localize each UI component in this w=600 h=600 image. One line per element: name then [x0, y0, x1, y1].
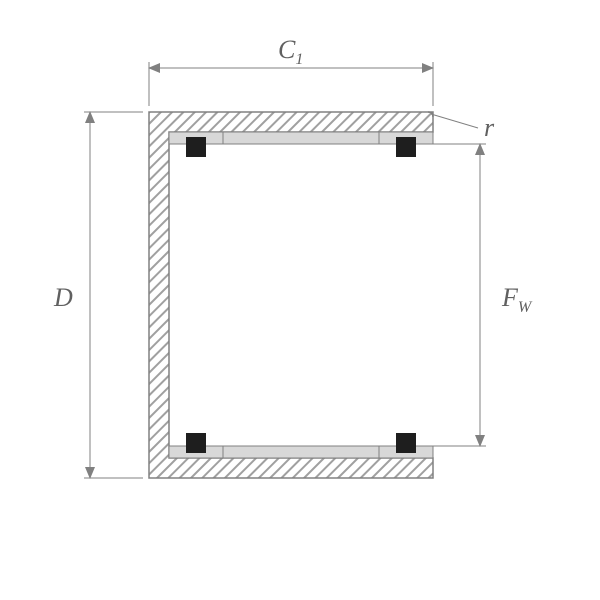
label-C1: C1 — [278, 35, 303, 68]
cross-section — [149, 112, 433, 478]
roller-bl — [186, 433, 206, 453]
labels: C1 D FW r — [53, 35, 533, 316]
dim-r-leader — [431, 114, 478, 128]
label-r: r — [484, 113, 495, 142]
bearing-diagram: C1 D FW r — [0, 0, 600, 600]
label-D: D — [53, 283, 73, 312]
cup-shell — [149, 112, 433, 478]
retainer-top — [169, 132, 433, 144]
roller-br — [396, 433, 416, 453]
roller-tr — [396, 137, 416, 157]
retainer-bottom — [169, 446, 433, 458]
label-Fw: FW — [501, 283, 533, 316]
roller-tl — [186, 137, 206, 157]
